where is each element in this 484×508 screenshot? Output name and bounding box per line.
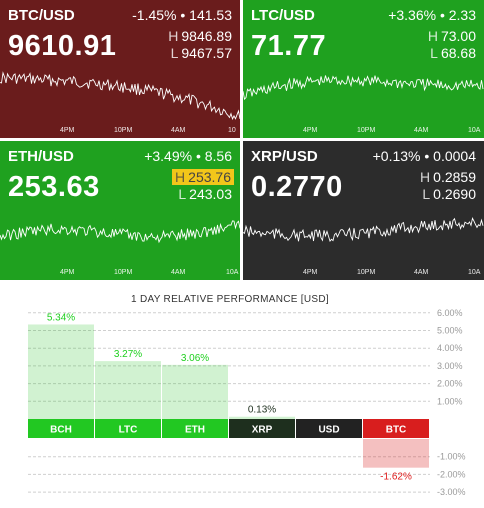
change-readout: -1.45% • 141.53 (132, 7, 232, 23)
price-value: 0.2770 (251, 171, 343, 203)
time-tick: 10PM (357, 127, 376, 134)
pair-label: BTC/USD (8, 7, 75, 24)
performance-bar (363, 439, 429, 468)
bar-value-label: 0.13% (248, 405, 276, 416)
performance-bar (28, 324, 94, 419)
y-tick-label: -2.00% (437, 469, 466, 479)
price-sparkline (243, 75, 484, 101)
bar-value-label: -1.62% (380, 472, 412, 483)
y-tick-label: -1.00% (437, 452, 466, 462)
time-tick: 4PM (303, 269, 318, 276)
time-tick: 4PM (303, 127, 318, 134)
high-value: H 9846.89 (168, 28, 232, 44)
change-readout: +3.36% • 2.33 (388, 7, 476, 23)
high-value: H 253.76 (172, 169, 234, 185)
pair-label: LTC/USD (251, 7, 315, 24)
bar-value-label: 3.27% (114, 349, 142, 360)
category-chip (296, 419, 362, 438)
ticker-tile-xrp[interactable]: XRP/USD +0.13% • 0.0004 0.2770 H 0.2859 L… (243, 141, 484, 280)
y-tick-label: -3.00% (437, 487, 466, 497)
time-tick: 10 (228, 127, 236, 134)
y-tick-label: 6.00% (437, 308, 463, 318)
time-tick: 10PM (114, 127, 133, 134)
price-value: 253.63 (8, 171, 100, 203)
time-tick: 4AM (414, 269, 429, 276)
time-tick: 4AM (171, 269, 186, 276)
ticker-tile-ltc[interactable]: LTC/USD +3.36% • 2.33 71.77 H 73.00 L 68.6… (243, 0, 484, 138)
y-tick-label: 1.00% (437, 396, 463, 406)
time-tick: 4AM (171, 127, 186, 134)
pair-label: XRP/USD (251, 148, 318, 165)
low-value: L 0.2690 (422, 186, 476, 202)
y-tick-label: 4.00% (437, 343, 463, 353)
price-sparkline (243, 216, 484, 243)
category-label: BTC (386, 425, 407, 436)
category-chip (162, 419, 228, 438)
time-axis: 4PM 10PM 4AM 10A (243, 127, 484, 137)
bar-value-label: 3.06% (181, 353, 209, 364)
low-value: L 68.68 (430, 45, 476, 61)
ticker-tile-btc[interactable]: BTC/USD -1.45% • 141.53 9610.91 H 9846.89… (0, 0, 240, 138)
time-tick: 4AM (414, 127, 429, 134)
category-chip (229, 419, 295, 438)
price-value: 71.77 (251, 30, 327, 62)
time-tick: 10A (226, 269, 239, 276)
pair-label: ETH/USD (8, 148, 74, 165)
time-tick: 4PM (60, 269, 75, 276)
category-label: XRP (252, 425, 273, 436)
y-tick-label: 5.00% (437, 326, 463, 336)
low-value: L 9467.57 (170, 45, 232, 61)
price-value: 9610.91 (8, 30, 117, 62)
high-value: H 0.2859 (420, 169, 476, 185)
y-tick-label: 2.00% (437, 379, 463, 389)
price-sparkline (0, 71, 240, 121)
time-axis: 4PM 10PM 4AM 10 (0, 127, 240, 137)
high-value: H 73.00 (427, 28, 476, 44)
bar-value-label: 5.34% (47, 312, 75, 323)
time-tick: 10PM (357, 269, 376, 276)
category-label: ETH (185, 425, 205, 436)
time-axis: 4PM 10PM 4AM 10A (0, 269, 240, 279)
performance-bar (229, 416, 295, 419)
performance-bar (95, 361, 161, 419)
category-label: USD (318, 425, 339, 436)
time-axis: 4PM 10PM 4AM 10A (243, 269, 484, 279)
change-readout: +0.13% • 0.0004 (372, 148, 476, 164)
category-chip (95, 419, 161, 438)
time-tick: 10A (468, 127, 481, 134)
y-tick-label: 3.00% (437, 361, 463, 371)
time-tick: 4PM (60, 127, 75, 134)
change-readout: +3.49% • 8.56 (144, 148, 232, 164)
price-sparkline (0, 220, 240, 244)
category-chip (28, 419, 94, 438)
performance-bar (162, 364, 228, 419)
time-tick: 10PM (114, 269, 133, 276)
time-tick: 10A (468, 269, 481, 276)
category-label: BCH (50, 425, 72, 436)
category-chip (363, 419, 429, 438)
low-value: L 243.03 (178, 186, 232, 202)
ticker-tile-eth[interactable]: ETH/USD +3.49% • 8.56 253.63 H 253.76 L 24… (0, 141, 240, 280)
performance-chart-title: 1 DAY RELATIVE PERFORMANCE [USD] (131, 294, 329, 305)
category-label: LTC (119, 425, 138, 436)
